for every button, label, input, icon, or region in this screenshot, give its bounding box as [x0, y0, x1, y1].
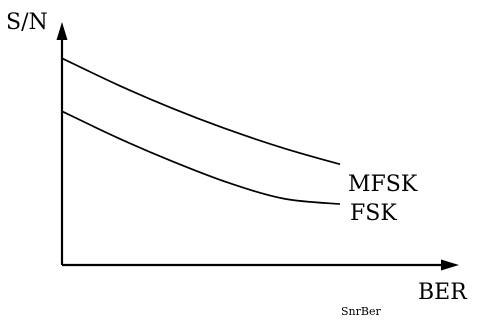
x-axis-arrowhead: [441, 259, 459, 271]
x-axis-label: BER: [418, 280, 468, 305]
series-layer: [61, 57, 341, 205]
series-label-fsk: FSK: [350, 201, 397, 226]
series-line-mfsk: [61, 57, 341, 166]
series-label-mfsk: MFSK: [348, 172, 418, 197]
y-axis-arrowhead: [56, 22, 68, 40]
figure-caption: SnrBer: [341, 305, 381, 318]
series-line-fsk: [61, 110, 341, 205]
y-axis-label: S/N: [6, 10, 48, 35]
